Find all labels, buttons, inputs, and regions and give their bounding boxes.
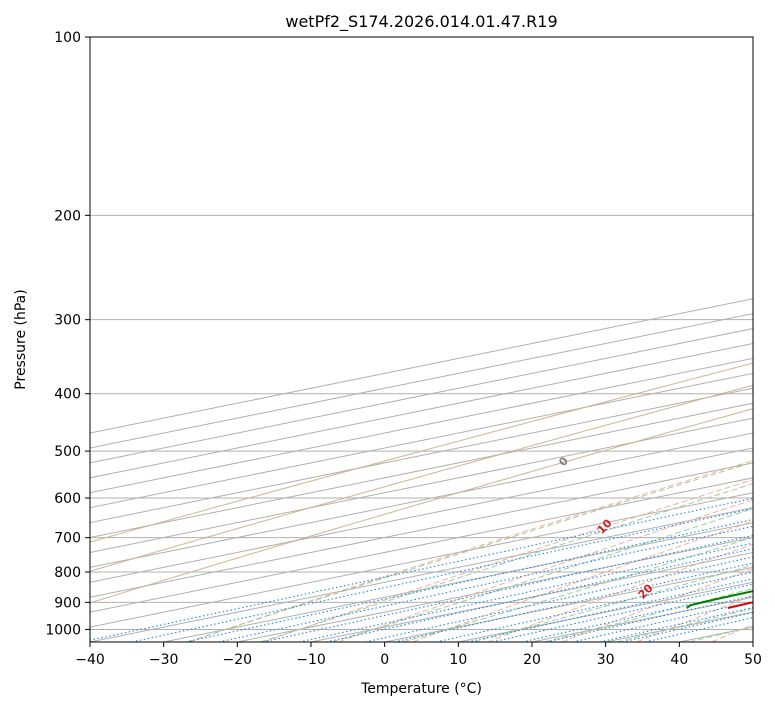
moist-adiabat-line	[688, 626, 753, 642]
x-axis: −40 −30 −20 −10 0 10 20 30 40 50	[75, 642, 762, 668]
isotherm-line	[90, 387, 753, 524]
mixing-ratio-line	[299, 542, 753, 642]
isotherm-line	[90, 342, 753, 479]
moist-adiabat-line	[544, 587, 753, 642]
dry-adiabat-line	[562, 568, 753, 642]
dry-adiabat-line	[711, 623, 753, 642]
isotherm-line	[90, 357, 753, 494]
isotherm-line	[458, 581, 753, 642]
isotherm-line	[163, 522, 753, 642]
y-tick-label: 900	[54, 595, 81, 611]
isotherm-grid	[90, 298, 753, 642]
dry-adiabat-line	[487, 543, 753, 642]
x-tick-label: 40	[670, 652, 688, 668]
dry-adiabats	[188, 460, 753, 642]
isotherm-line	[531, 596, 753, 642]
mixing-ratio-line	[492, 583, 753, 642]
mixing-ratio-line	[436, 571, 753, 642]
y-tick-label: 500	[54, 444, 81, 460]
dewpoint-line	[686, 590, 753, 609]
moist-adiabat-line	[473, 564, 753, 642]
x-axis-label: Temperature (°C)	[360, 681, 482, 697]
isotherm-line	[679, 626, 753, 642]
outer-curve-line	[90, 384, 753, 572]
isotherm-line	[90, 402, 753, 539]
x-tick-label: −30	[149, 652, 179, 668]
isotherm-line	[90, 372, 753, 509]
y-tick-label: 600	[54, 491, 81, 507]
isotherm-line	[90, 477, 753, 613]
moist-adiabats	[187, 158, 775, 642]
mixing-ratio-line	[90, 497, 753, 641]
isotherm-line	[90, 313, 753, 449]
y-tick-label: 700	[54, 531, 81, 547]
isotherm-line	[310, 551, 753, 642]
outer-curve-line	[90, 362, 753, 543]
outer-curves	[90, 362, 753, 604]
mixing-ratio-line	[365, 556, 753, 642]
x-tick-label: 20	[523, 652, 541, 668]
x-tick-label: 0	[380, 652, 389, 668]
temperature-line	[727, 601, 753, 609]
isotherm-line	[90, 298, 753, 434]
x-tick-label: −10	[296, 652, 326, 668]
isotherm-line	[90, 492, 753, 628]
chart-title: wetPf2_S174.2026.014.01.47.R19	[285, 12, 557, 32]
moist-adiabat-label: 10	[595, 516, 615, 536]
moist-adiabat-line	[187, 461, 753, 642]
isotherm-line	[90, 328, 753, 464]
y-tick-label: 200	[54, 208, 81, 224]
isotherm-line	[90, 447, 753, 583]
moist-adiabat-label: 20	[636, 581, 656, 601]
isotherm-line	[384, 566, 753, 642]
dry-adiabat-line	[412, 520, 753, 642]
outer-curve-line	[90, 408, 753, 604]
dry-adiabat-line	[636, 594, 753, 642]
plot-frame	[89, 36, 754, 643]
isotherm-line	[752, 641, 753, 642]
mixing-ratio-line	[218, 525, 753, 642]
x-tick-label: 50	[744, 652, 762, 668]
moist-adiabat-line	[260, 483, 753, 642]
x-tick-label: 30	[597, 652, 615, 668]
isotherm-line	[90, 417, 753, 553]
mixing-ratio-line	[394, 562, 753, 642]
y-tick-label: 300	[54, 313, 81, 329]
moist-adiabat-line	[402, 536, 753, 642]
isotherm-line	[90, 432, 753, 568]
y-tick-label: 100	[54, 30, 81, 46]
dry-adiabat-line	[188, 460, 753, 642]
mixing-ratio-lines	[90, 497, 753, 642]
y-tick-label: 1000	[45, 622, 81, 638]
x-tick-label: 10	[449, 652, 467, 668]
moist-adiabat-line	[762, 158, 775, 642]
x-tick-label: −20	[223, 652, 253, 668]
mixing-ratio-line	[467, 578, 753, 642]
y-axis: 100 200 300 400 500 600 700 800 900 1000	[45, 30, 90, 638]
isobar-grid	[90, 37, 753, 630]
isotherm-line	[237, 537, 753, 642]
x-tick-label: −40	[75, 652, 105, 668]
isotherm-line	[605, 611, 753, 642]
plot-area: 0.10.20.40.611.52346810131620253036-100-…	[90, 37, 775, 642]
y-tick-label: 400	[54, 387, 81, 403]
y-tick-label: 800	[54, 565, 81, 581]
dry-adiabat-line	[263, 479, 753, 642]
y-axis-label: Pressure (hPa)	[13, 289, 29, 389]
sounding-series	[686, 590, 753, 609]
isotherm-line	[90, 462, 753, 598]
isotherm-line	[90, 507, 753, 642]
